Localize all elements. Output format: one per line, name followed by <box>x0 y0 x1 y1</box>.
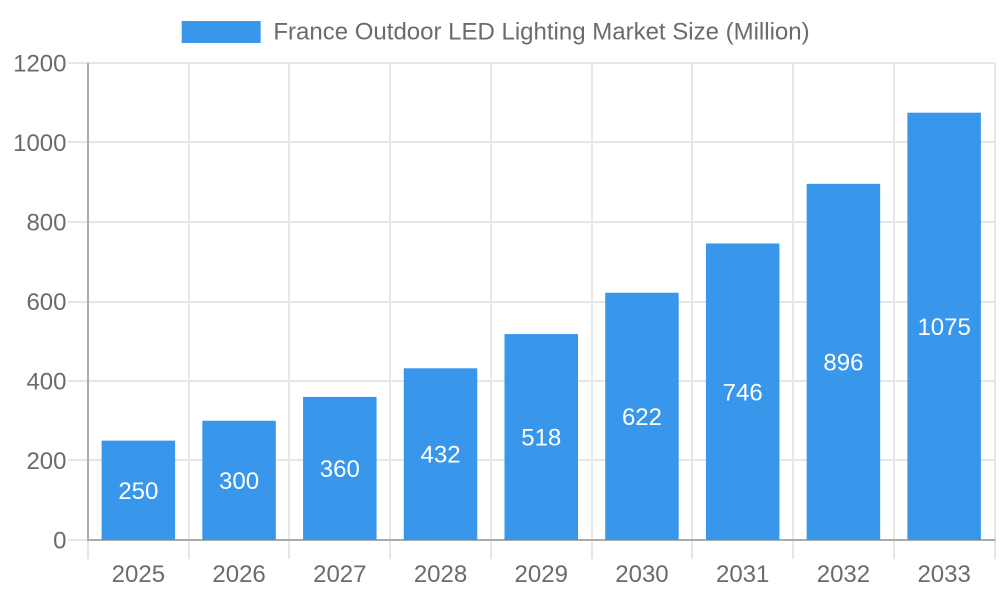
svg-text:1200: 1200 <box>13 51 66 78</box>
svg-text:1075: 1075 <box>917 314 970 341</box>
svg-text:300: 300 <box>219 468 259 495</box>
svg-text:518: 518 <box>521 425 561 452</box>
svg-text:2027: 2027 <box>313 561 366 588</box>
svg-text:360: 360 <box>320 456 360 483</box>
svg-text:1000: 1000 <box>13 130 66 157</box>
svg-text:400: 400 <box>26 369 66 396</box>
svg-text:600: 600 <box>26 289 66 316</box>
svg-text:622: 622 <box>622 404 662 431</box>
svg-text:2026: 2026 <box>212 561 265 588</box>
svg-text:2031: 2031 <box>716 561 769 588</box>
svg-text:2029: 2029 <box>515 561 568 588</box>
svg-text:432: 432 <box>421 442 461 469</box>
svg-text:200: 200 <box>26 448 66 475</box>
svg-text:896: 896 <box>823 350 863 377</box>
svg-text:0: 0 <box>53 528 66 555</box>
svg-text:2033: 2033 <box>917 561 970 588</box>
svg-text:746: 746 <box>723 379 763 406</box>
svg-text:2025: 2025 <box>112 561 165 588</box>
svg-text:250: 250 <box>118 478 158 505</box>
svg-text:2028: 2028 <box>414 561 467 588</box>
svg-text:France Outdoor LED Lighting Ma: France Outdoor LED Lighting Market Size … <box>273 19 809 46</box>
svg-text:2030: 2030 <box>615 561 668 588</box>
svg-text:2032: 2032 <box>817 561 870 588</box>
svg-text:800: 800 <box>26 210 66 237</box>
